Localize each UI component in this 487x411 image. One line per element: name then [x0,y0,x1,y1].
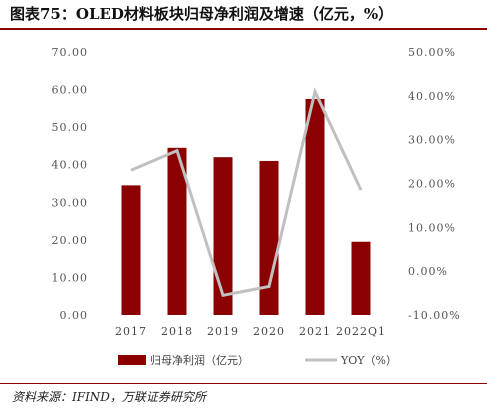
legend-bar-swatch [118,355,146,365]
right-tick-label: 0.00% [408,265,448,278]
x-tick-label: 2019 [207,325,239,338]
bar-2022Q1 [351,241,371,315]
legend-line-label: YOY（%） [340,354,397,367]
left-tick-label: 10.00 [52,271,89,284]
left-axis-ticks: 0.00 10.00 20.00 30.00 40.00 50.00 60.00 70.00 [52,46,89,322]
chart: 0.0010.0020.0030.0040.0050.0060.0070.00 … [52,46,461,367]
right-tick-label: 50.00% [408,46,456,59]
source-rule [0,383,487,384]
x-axis-labels: 2017 2018 2019 2020 2021 2022Q1 [115,325,386,338]
right-tick-label: 40.00% [408,90,456,103]
left-tick-label: 0.00 [60,309,89,322]
x-tick-label: 2018 [161,325,193,338]
line-series [130,86,363,298]
bar-2020 [259,160,279,315]
bar-series [121,98,371,315]
x-tick-label: 2022Q1 [336,325,386,338]
bar-2018 [167,147,187,315]
legend: 归母净利润（亿元） YOY（%） [118,353,397,367]
source-note: 资料来源：IFIND，万联证券研究所 [12,390,206,404]
x-tick-label: 2017 [115,325,147,338]
left-tick-label: 50.00 [52,121,89,134]
right-axis-ticks: -10.00% 0.00% 10.00% 20.00% 30.00% 40.00% 50.0… [408,46,461,322]
right-tick-label: 30.00% [408,134,456,147]
bar-2021 [305,98,325,315]
legend-bar-label: 归母净利润（亿元） [150,353,249,367]
right-tick-label: 10.00% [408,221,456,234]
x-tick-label: 2020 [253,325,285,338]
right-tick-label: 20.00% [408,178,456,191]
left-tick-label: 30.00 [52,196,89,209]
title-rule [0,28,487,30]
left-tick-label: 20.00 [52,234,89,247]
left-tick-label: 40.00 [52,159,89,172]
x-tick-label: 2021 [299,325,331,338]
right-tick-label: -10.00% [408,309,461,322]
bar-2017 [121,185,141,315]
chart-title: 图表75：OLED材料板块归母净利润及增速（亿元，%） [10,5,394,23]
left-tick-label: 70.00 [52,46,89,59]
left-tick-label: 60.00 [52,84,89,97]
yoy-line [130,86,363,298]
